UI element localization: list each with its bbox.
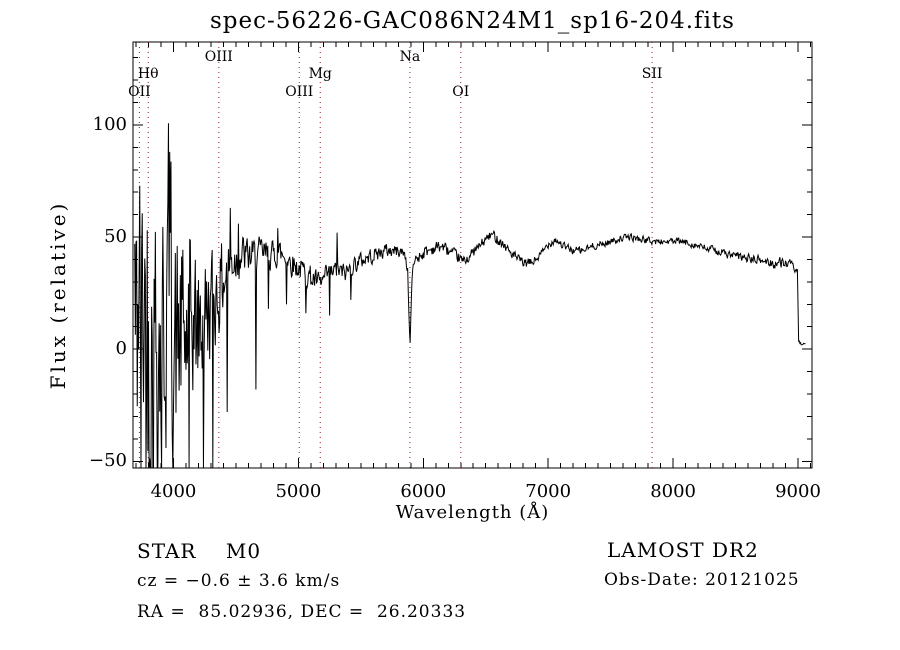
spectral-line-label: OIII <box>204 49 233 65</box>
y-tick-label: −50 <box>89 450 127 472</box>
spectral-line-label: OI <box>452 84 470 100</box>
spectral-line-label: OIII <box>285 84 314 100</box>
y-tick-label: 0 <box>115 338 127 360</box>
spectral-line-label: Na <box>399 49 421 65</box>
obs-date-text: Obs-Date: 20121025 <box>604 570 800 590</box>
survey-release-text: LAMOST DR2 <box>607 538 759 562</box>
spectral-line-label: OII <box>128 84 151 100</box>
spectrum-trace <box>134 123 806 469</box>
x-tick-label: 9000 <box>775 481 821 502</box>
cz-velocity-text: cz = −0.6 ± 3.6 km/s <box>137 571 341 591</box>
object-class-text: STAR M0 <box>137 539 262 563</box>
plot-title: spec-56226-GAC086N24M1_sp16-204.fits <box>210 8 735 34</box>
spectral-line-label: Mg <box>308 66 332 82</box>
x-tick-label: 6000 <box>400 481 447 502</box>
x-axis-label: Wavelength (Å) <box>395 502 550 523</box>
ra-dec-text: RA = 85.02936, DEC = 26.20333 <box>137 602 467 622</box>
spectral-line-label: Hθ <box>137 66 159 82</box>
x-tick-label: 8000 <box>650 481 696 502</box>
y-tick-label: 100 <box>92 113 127 135</box>
x-tick-label: 7000 <box>525 481 572 502</box>
y-tick-label: 50 <box>104 226 127 248</box>
x-tick-label: 4000 <box>150 481 197 502</box>
x-tick-label: 5000 <box>275 481 322 502</box>
spectral-line-label: SII <box>641 66 663 82</box>
